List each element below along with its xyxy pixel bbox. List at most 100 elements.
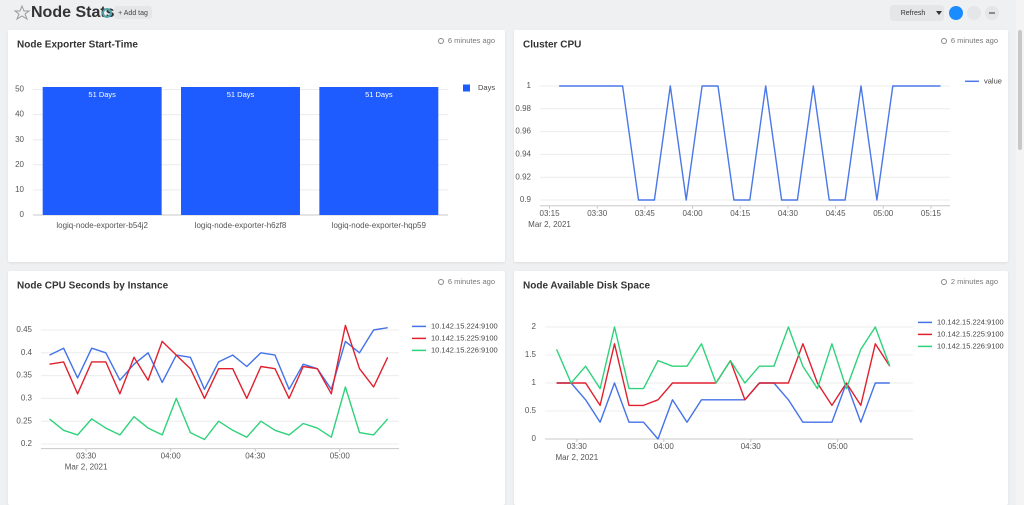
line-series: [556, 382, 890, 440]
fullscreen-button[interactable]: [949, 6, 963, 20]
share-button[interactable]: [967, 6, 981, 20]
x-tick-label: logiq-node-exporter-hqp59: [332, 221, 427, 230]
y-tick-label: 0.35: [16, 371, 32, 380]
y-tick-label: 0.45: [16, 325, 32, 334]
y-tick-label: 1: [532, 378, 537, 387]
y-tick-label: 0.2: [21, 439, 33, 448]
updated-label: 2 minutes ago: [951, 277, 998, 286]
updated-icon: [941, 38, 947, 44]
y-tick-label: 40: [15, 110, 24, 119]
x-tick-label: 04:30: [245, 452, 266, 461]
chart: Node Available Disk Space 2 minutes ago 0 0…: [523, 277, 1004, 462]
updated-label: 6 minutes ago: [448, 36, 495, 45]
line-series: [49, 386, 389, 441]
y-tick-label: 0.98: [515, 104, 531, 113]
y-tick-label: 0: [20, 210, 25, 219]
panel: Node CPU Seconds by Instance 6 minutes ag…: [8, 271, 505, 505]
updated-label: 6 minutes ago: [448, 277, 495, 286]
x-tick-label: 05:00: [828, 442, 849, 451]
scrollbar[interactable]: [1016, 0, 1024, 505]
chart: Node Exporter Start-Time 6 minutes ago 0 10…: [15, 36, 495, 230]
x-tick-label: 04:00: [161, 452, 182, 461]
y-tick-label: 0: [532, 434, 537, 443]
add-tag-button[interactable]: [114, 6, 152, 19]
y-tick-label: 1: [527, 81, 532, 90]
y-tick-label: 0.96: [515, 127, 531, 136]
bar-value-label: 51 Days: [365, 90, 393, 99]
x-tick-label: 05:15: [921, 209, 942, 218]
panel-title: Node CPU Seconds by Instance: [17, 281, 169, 292]
legend-label: value: [984, 76, 1002, 85]
bar-value-label: 51 Days: [88, 90, 116, 99]
x-tick-label: logiq-node-exporter-h6zf8: [195, 221, 287, 230]
line-series: [555, 326, 891, 390]
line-series: [49, 324, 389, 400]
legend-label: 10.142.15.224:9100: [937, 317, 1004, 326]
legend-label: 10.142.15.225:9100: [937, 329, 1004, 338]
bar: [319, 87, 439, 215]
updated-label: 6 minutes ago: [951, 36, 998, 45]
x-tick-label: 03:45: [635, 209, 656, 218]
dropdown-icon[interactable]: [936, 11, 942, 15]
updated-icon: [438, 279, 444, 285]
y-tick-label: 2: [532, 322, 537, 331]
x-tick-label: 04:45: [826, 209, 847, 218]
x-tick-label: 03:30: [76, 452, 97, 461]
bar-value-label: 51 Days: [227, 90, 255, 99]
settings-icon[interactable]: [102, 8, 112, 18]
y-tick-label: 1.5: [525, 350, 537, 359]
x-date-label: Mar 2, 2021: [528, 220, 571, 229]
legend-label: 10.142.15.226:9100: [937, 341, 1004, 350]
legend-swatch: [463, 84, 470, 92]
y-tick-label: 0.92: [515, 172, 531, 181]
y-tick-label: 0.5: [525, 406, 537, 415]
panel: Node Exporter Start-Time 6 minutes ago 0 10…: [8, 30, 505, 262]
line-series: [49, 327, 388, 391]
x-tick-label: 04:30: [778, 209, 799, 218]
legend-label: 10.142.15.225:9100: [431, 333, 498, 342]
refresh-label: Refresh: [901, 10, 926, 17]
scrollbar-thumb[interactable]: [1018, 30, 1022, 150]
x-tick-label: 04:00: [654, 442, 675, 451]
add-tag-label: + Add tag: [118, 10, 148, 17]
x-tick-label: logiq-node-exporter-b54j2: [56, 221, 148, 230]
x-tick-label: 05:00: [330, 452, 351, 461]
chart: Cluster CPU 6 minutes ago 0.9 0.92 0.94 0.96 0…: [515, 36, 1002, 229]
y-tick-label: 0.3: [21, 394, 33, 403]
page-title: Node Stats: [31, 4, 115, 21]
x-tick-label: 03:15: [540, 209, 561, 218]
y-tick-label: 10: [15, 185, 24, 194]
panel: Cluster CPU 6 minutes ago 0.9 0.92 0.94 0.96 0…: [514, 30, 1008, 262]
updated-icon: [438, 38, 444, 44]
line-series: [559, 85, 941, 201]
x-tick-label: 04:00: [683, 209, 704, 218]
y-tick-label: 0.4: [21, 348, 33, 357]
y-tick-label: 0.25: [16, 416, 32, 425]
top-bar: Node Stats + Add tag Refresh: [13, 4, 999, 21]
y-tick-label: 30: [15, 135, 24, 144]
legend-label: 10.142.15.226:9100: [431, 345, 498, 354]
y-tick-label: 0.9: [520, 195, 532, 204]
panel-title: Cluster CPU: [523, 40, 581, 51]
refresh-button[interactable]: [890, 5, 944, 21]
bar: [42, 87, 162, 215]
panel: Node Available Disk Space 2 minutes ago 0 0…: [514, 271, 1008, 505]
x-date-label: Mar 2, 2021: [65, 463, 108, 472]
legend-label: Days: [478, 83, 495, 92]
panel-title: Node Available Disk Space: [523, 281, 651, 292]
line-series: [556, 343, 891, 407]
x-date-label: Mar 2, 2021: [556, 453, 599, 462]
y-tick-label: 20: [15, 160, 24, 169]
chart: Node CPU Seconds by Instance 6 minutes ag…: [16, 277, 498, 472]
y-tick-label: 0.94: [515, 150, 531, 159]
x-tick-label: 03:30: [587, 209, 608, 218]
legend-label: 10.142.15.224:9100: [431, 321, 498, 330]
x-tick-label: 04:15: [730, 209, 751, 218]
y-tick-label: 50: [15, 85, 24, 94]
bar: [181, 87, 300, 215]
updated-icon: [941, 279, 947, 285]
x-tick-label: 05:00: [873, 209, 894, 218]
panel-title: Node Exporter Start-Time: [17, 40, 138, 51]
star-icon[interactable]: [13, 4, 31, 21]
